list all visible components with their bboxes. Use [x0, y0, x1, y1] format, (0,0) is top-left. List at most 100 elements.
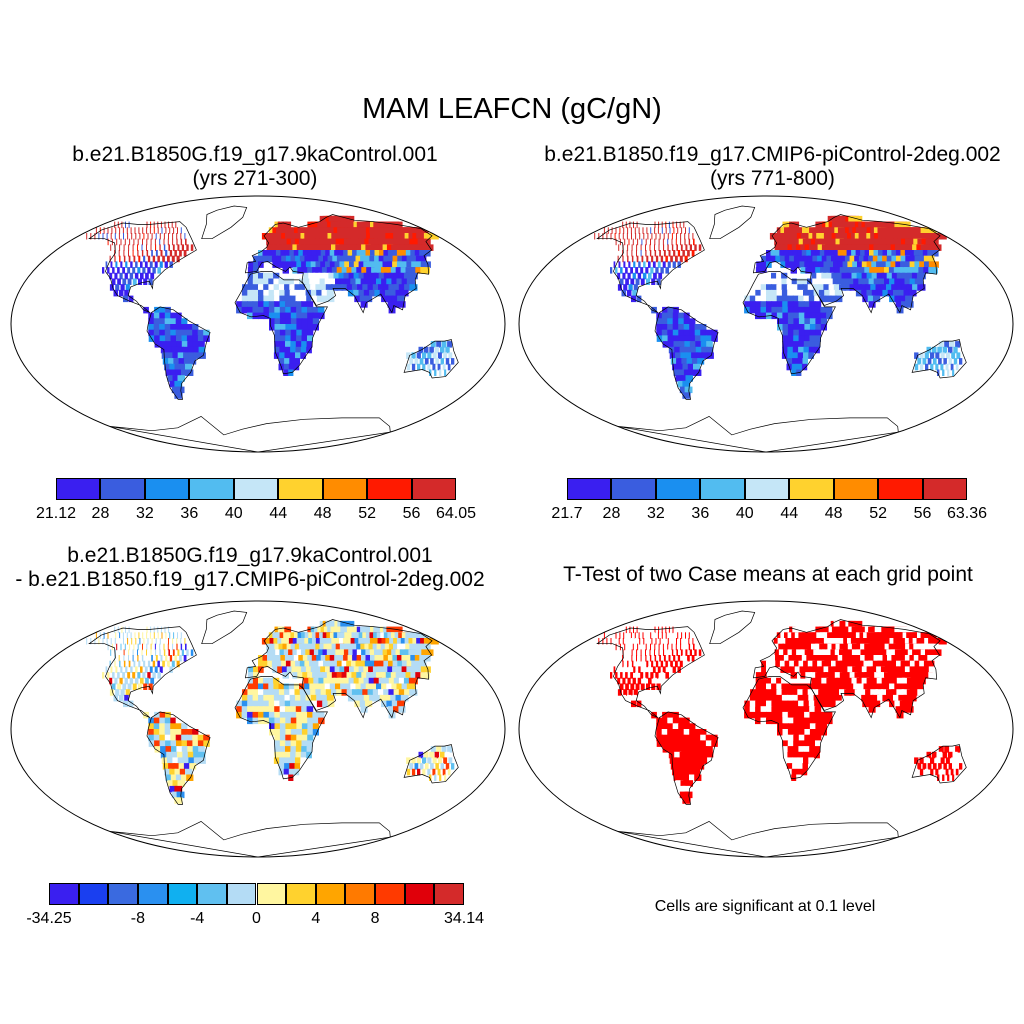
colorbar-tick-label: 44	[269, 505, 288, 522]
colorbar-swatch	[404, 883, 435, 905]
colorbar-swatch	[100, 478, 145, 500]
coastline-greenland	[201, 610, 248, 645]
colorbar-swatch	[56, 478, 101, 500]
colorbar-swatch	[189, 478, 234, 500]
map-panel-casea	[10, 195, 506, 453]
colorbar-tick-label: 56	[913, 505, 932, 522]
main-title: MAM LEAFCN (gC/gN)	[362, 93, 662, 125]
colorbar-swatch	[256, 883, 287, 905]
colorbar-tick-label: 64.05	[435, 505, 477, 522]
map-border	[10, 195, 506, 453]
colorbar-tick-label: 36	[691, 505, 710, 522]
coastline-greenland	[709, 610, 756, 645]
panel2-title-line2: (yrs 771-800)	[710, 167, 835, 190]
colorbar-casea: 21.12 28 32 36 40 44 48 52 56 64.05	[36, 478, 476, 524]
coastline-africa	[234, 676, 328, 780]
colorbar-swatch	[233, 478, 279, 500]
panel1-title-line1: b.e21.B1850G.f19_g17.9kaControl.001	[72, 143, 438, 166]
colorbar-swatch	[322, 478, 368, 500]
map-border	[10, 600, 506, 858]
coastline-africa	[742, 271, 836, 375]
colorbar-swatch	[286, 883, 316, 905]
coastline-antarctica	[617, 820, 899, 857]
coastline-northamerica	[88, 221, 197, 313]
colorbar-caseb: 21.7 28 32 36 40 44 48 52 56 63.36	[551, 478, 987, 524]
colorbar-swatch	[375, 883, 405, 905]
colorbar-tick-label: 32	[135, 505, 154, 522]
colorbar-tick-label: 52	[869, 505, 888, 522]
coastline-australia	[911, 744, 967, 784]
colorbar-tick-label: 4	[311, 910, 321, 927]
colorbar-tick-label: 52	[358, 505, 377, 522]
colorbar-swatch	[278, 478, 323, 500]
coastlines	[596, 610, 967, 857]
colorbar-swatch	[226, 883, 257, 905]
colorbar-tick-label: 63.36	[946, 505, 988, 522]
coastline-northamerica	[596, 626, 705, 718]
gridded-field	[594, 620, 963, 804]
coastline-southamerica	[654, 306, 719, 400]
coastline-greenland	[201, 205, 248, 240]
colorbar-swatch	[197, 883, 227, 905]
colorbar-swatch	[878, 478, 923, 500]
gridded-field	[86, 215, 455, 399]
map-border	[518, 195, 1014, 453]
map-panel-ttest	[518, 600, 1014, 858]
colorbar-swatch	[411, 478, 456, 500]
colorbar-tick-label: 34.14	[443, 910, 485, 927]
coastline-antarctica	[109, 820, 391, 857]
colorbar-swatch	[345, 883, 376, 905]
colorbar-tick-label: 44	[780, 505, 799, 522]
coastline-southamerica	[146, 711, 211, 805]
colorbar-tick-label: 40	[224, 505, 243, 522]
colorbar-swatch	[144, 478, 190, 500]
colorbar-tick-label: 8	[370, 910, 380, 927]
coastline-australia	[911, 339, 967, 379]
map-panel-caseb	[518, 195, 1014, 453]
colorbar-tick-label: 28	[602, 505, 621, 522]
gridded-field	[86, 620, 455, 804]
coastline-antarctica	[617, 415, 899, 452]
colorbar-swatch	[137, 883, 168, 905]
colorbar-tick-label: -34.25	[26, 910, 72, 927]
coastline-northamerica	[596, 221, 705, 313]
colorbar-swatch	[367, 478, 412, 500]
coastline-eurasia	[244, 619, 433, 719]
coastline-eurasia	[752, 619, 941, 719]
colorbar-swatch	[655, 478, 701, 500]
coastline-southamerica	[654, 711, 719, 805]
colorbar-swatch	[922, 478, 967, 500]
coastline-southamerica	[146, 306, 211, 400]
colorbar-swatch	[167, 883, 198, 905]
map-border	[518, 600, 1014, 858]
colorbar-tick-label: 40	[735, 505, 754, 522]
colorbar-swatch	[108, 883, 138, 905]
panel4-title: T-Test of two Case means at each grid po…	[518, 563, 1018, 587]
coastline-northamerica	[88, 626, 197, 718]
panel1-title-line2: (yrs 271-300)	[192, 167, 318, 190]
coastline-africa	[742, 676, 836, 780]
colorbar-tick-label: 21.7	[551, 505, 583, 522]
colorbar-swatch	[700, 478, 745, 500]
colorbar-tick-label: 32	[646, 505, 665, 522]
panel3-title: b.e21.B1850G.f19_g17.9kaControl.001 - b.…	[0, 544, 510, 592]
coastline-australia	[403, 744, 459, 784]
coastlines	[88, 610, 459, 857]
panel1-title: b.e21.B1850G.f19_g17.9kaControl.001 (yrs…	[20, 143, 490, 191]
colorbar-swatch	[833, 478, 879, 500]
significance-note: Cells are significant at 0.1 level	[654, 898, 876, 915]
coastline-africa	[234, 271, 328, 375]
panel2-title: b.e21.B1850.f19_g17.CMIP6-piControl-2deg…	[510, 143, 1024, 191]
colorbar-tick-label: 48	[313, 505, 332, 522]
colorbar-tick-label: 28	[91, 505, 110, 522]
colorbar-swatch	[611, 478, 656, 500]
colorbar-tick-label: 0	[252, 910, 261, 927]
colorbar-tick-label: 56	[402, 505, 421, 522]
colorbar-tick-label: -4	[190, 910, 205, 927]
map-panel-difference	[10, 600, 506, 858]
colorbar-tick-label: 21.12	[35, 505, 77, 522]
colorbar-tick-label: -8	[130, 910, 146, 927]
panel2-title-line1: b.e21.B1850.f19_g17.CMIP6-piControl-2deg…	[544, 143, 1001, 166]
gridded-field	[594, 215, 963, 399]
colorbar-swatch	[789, 478, 834, 500]
